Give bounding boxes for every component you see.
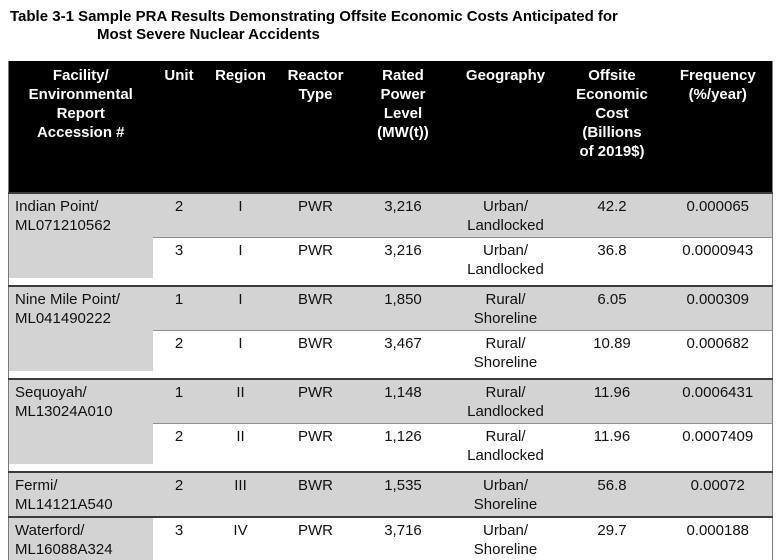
facility-group-fermi: Fermi/ ML14121A540 2 III BWR 1,535 Urban… [8, 472, 773, 517]
cell-cost: 10.89 [560, 330, 664, 379]
table-title: Table 3-1 Sample PRA Results Demonstrati… [0, 8, 780, 44]
col-header-rated-power: Rated Power Level (MW(t)) [377, 67, 429, 141]
col-header-region: Region [215, 67, 266, 84]
cell-geography: Rural/ Shoreline [450, 330, 561, 379]
cell-cost: 42.2 [560, 193, 664, 238]
cell-facility: Waterford/ ML16088A324 [8, 517, 153, 560]
cell-frequency: 0.000682 [663, 330, 773, 379]
cell-facility: Indian Point/ ML071210562 [8, 193, 153, 286]
cell-cost: 29.7 [560, 517, 664, 560]
table-row: Fermi/ ML14121A540 2 III BWR 1,535 Urban… [8, 472, 773, 517]
cell-frequency: 0.0000943 [663, 237, 773, 286]
cell-rated-power: 3,216 [355, 193, 451, 238]
cell-region: III [205, 472, 276, 517]
cell-region: I [205, 237, 276, 286]
cell-geography: Urban/ Shoreline [450, 472, 561, 517]
cell-rated-power: 1,148 [355, 379, 451, 424]
cell-cost: 11.96 [560, 423, 664, 472]
cell-region: II [205, 423, 276, 472]
col-header-unit: Unit [164, 67, 194, 84]
facility-group-indian-point: Indian Point/ ML071210562 2 I PWR 3,216 … [8, 193, 773, 286]
cell-frequency: 0.0007409 [663, 423, 773, 472]
table-title-line2: Most Severe Nuclear Accidents [97, 26, 320, 43]
cell-reactor-type: BWR [275, 286, 356, 331]
facility-group-nine-mile-point: Nine Mile Point/ ML041490222 1 I BWR 1,8… [8, 286, 773, 379]
cell-unit: 2 [152, 193, 206, 238]
cell-unit: 1 [152, 379, 206, 424]
cell-facility: Fermi/ ML14121A540 [8, 472, 153, 517]
cell-reactor-type: BWR [275, 472, 356, 517]
col-header-geography: Geography [465, 67, 546, 84]
cell-geography: Urban/ Shoreline [450, 517, 561, 560]
cell-facility: Sequoyah/ ML13024A010 [8, 379, 153, 472]
table-header: Facility/ Environmental Report Accession… [8, 61, 773, 193]
cell-reactor-type: PWR [275, 423, 356, 472]
cell-region: I [205, 193, 276, 238]
cell-region: I [205, 286, 276, 331]
table-row: Sequoyah/ ML13024A010 1 II PWR 1,148 Rur… [8, 379, 773, 472]
cell-facility: Nine Mile Point/ ML041490222 [8, 286, 153, 379]
table-title-line1: Table 3-1 Sample PRA Results Demonstrati… [10, 8, 618, 25]
cell-cost: 56.8 [560, 472, 664, 517]
cell-rated-power: 1,850 [355, 286, 451, 331]
cell-region: II [205, 379, 276, 424]
cell-frequency: 0.0006431 [663, 379, 773, 424]
table-row: 3 I PWR 3,216 Urban/ Landlocked 36.8 0.0… [9, 237, 773, 286]
table-row: Indian Point/ ML071210562 2 I PWR 3,216 … [8, 193, 773, 286]
cell-geography: Rural/ Landlocked [450, 423, 561, 472]
cell-frequency: 0.000065 [663, 193, 773, 238]
table-row: Nine Mile Point/ ML041490222 1 I BWR 1,8… [8, 286, 773, 379]
cell-reactor-type: PWR [275, 379, 356, 424]
col-header-reactor-type: Reactor Type [287, 67, 344, 103]
cell-reactor-type: PWR [275, 237, 356, 286]
cell-frequency: 0.00072 [663, 472, 773, 517]
cell-region: IV [205, 517, 276, 560]
table-row: 2 II PWR 1,126 Rural/ Landlocked 11.96 0… [9, 423, 773, 472]
cell-unit: 3 [152, 517, 206, 560]
cell-unit: 2 [152, 472, 206, 517]
cell-geography: Rural/ Landlocked [450, 379, 561, 424]
col-header-frequency: Frequency (%/year) [679, 67, 756, 103]
pra-results-table: Facility/ Environmental Report Accession… [8, 61, 773, 560]
cell-reactor-type: PWR [275, 193, 356, 238]
cell-unit: 3 [152, 237, 206, 286]
header-row: Facility/ Environmental Report Accession… [8, 61, 773, 193]
facility-group-sequoyah: Sequoyah/ ML13024A010 1 II PWR 1,148 Rur… [8, 379, 773, 472]
cell-cost: 6.05 [560, 286, 664, 331]
cell-unit: 2 [152, 330, 206, 379]
cell-geography: Rural/ Shoreline [450, 286, 561, 331]
cell-rated-power: 3,716 [355, 517, 451, 560]
cell-unit: 1 [152, 286, 206, 331]
cell-reactor-type: PWR [275, 517, 356, 560]
table-row: 2 I BWR 3,467 Rural/ Shoreline 10.89 0.0… [9, 330, 773, 379]
cell-region: I [205, 330, 276, 379]
cell-frequency: 0.000188 [663, 517, 773, 560]
col-header-facility: Facility/ Environmental Report Accession… [28, 67, 133, 141]
cell-geography: Urban/ Landlocked [450, 237, 561, 286]
cell-rated-power: 1,126 [355, 423, 451, 472]
cell-cost: 36.8 [560, 237, 664, 286]
cell-cost: 11.96 [560, 379, 664, 424]
cell-rated-power: 1,535 [355, 472, 451, 517]
cell-frequency: 0.000309 [663, 286, 773, 331]
cell-unit: 2 [152, 423, 206, 472]
cell-reactor-type: BWR [275, 330, 356, 379]
cell-geography: Urban/ Landlocked [450, 193, 561, 238]
cell-rated-power: 3,216 [355, 237, 451, 286]
cell-rated-power: 3,467 [355, 330, 451, 379]
col-header-offsite-cost: Offsite Economic Cost (Billions of 2019$… [576, 67, 648, 160]
table-row: Waterford/ ML16088A324 3 IV PWR 3,716 Ur… [8, 517, 773, 560]
facility-group-waterford: Waterford/ ML16088A324 3 IV PWR 3,716 Ur… [8, 517, 773, 560]
